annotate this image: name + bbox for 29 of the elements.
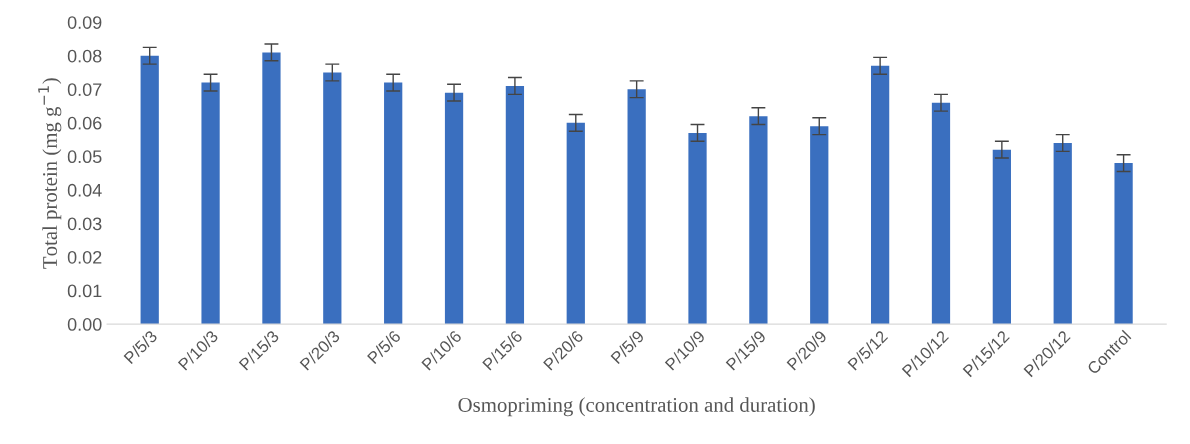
bar bbox=[384, 82, 403, 325]
x-axis-title: Osmopriming (concentration and duration) bbox=[458, 397, 815, 417]
y-tick-label: 0.06 bbox=[67, 116, 102, 130]
y-tick-label: 0.07 bbox=[67, 83, 102, 97]
y-tick-label: 0.04 bbox=[67, 183, 102, 197]
y-tick-label: 0.08 bbox=[67, 49, 102, 63]
bar bbox=[444, 92, 464, 325]
y-axis-title: Total protein (mg g$^{−1}$) bbox=[38, 78, 62, 269]
bar bbox=[931, 102, 951, 325]
y-tick-label: 0.05 bbox=[67, 150, 102, 164]
bar bbox=[323, 72, 342, 325]
bar bbox=[992, 149, 1011, 325]
bar bbox=[749, 116, 768, 325]
bar bbox=[262, 52, 281, 325]
bar bbox=[1053, 142, 1072, 325]
bar bbox=[505, 85, 525, 325]
bar bbox=[870, 65, 890, 325]
y-tick-label: 0.01 bbox=[67, 284, 102, 298]
y-tick-label: 0.00 bbox=[67, 318, 102, 331]
bar bbox=[201, 82, 220, 325]
bar bbox=[627, 89, 646, 325]
y-tick-label: 0.02 bbox=[67, 250, 102, 264]
bar bbox=[566, 122, 585, 325]
bar bbox=[1114, 163, 1133, 325]
bar bbox=[140, 55, 159, 325]
y-tick-label: 0.03 bbox=[67, 217, 102, 231]
bar bbox=[810, 126, 829, 325]
y-tick-label: 0.09 bbox=[67, 16, 102, 29]
bar bbox=[688, 132, 707, 325]
